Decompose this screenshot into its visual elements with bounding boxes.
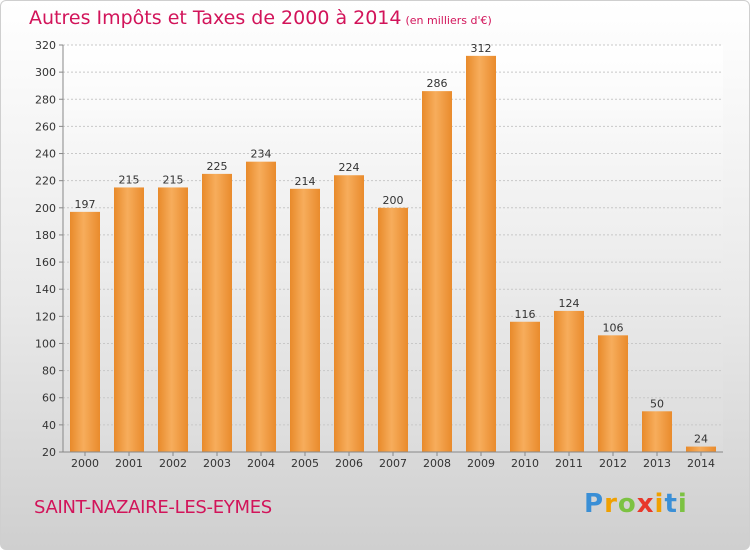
y-tick-label: 120 — [35, 310, 56, 323]
data-label-2013: 50 — [650, 397, 664, 410]
data-label-2005: 214 — [295, 175, 316, 188]
y-tick-label: 60 — [42, 392, 56, 405]
data-labels: 197 215 215 225 234 214 224 200 286 312 116 124 106 5… — [75, 42, 709, 446]
logo-letter: P — [584, 489, 605, 519]
x-tick-label: 2005 — [291, 457, 319, 470]
chart-title-unit: (en milliers d'€) — [405, 14, 492, 27]
data-label-2010: 116 — [515, 308, 536, 321]
location-name: SAINT-NAZAIRE-LES-EYMES — [34, 497, 272, 518]
data-label-2004: 234 — [251, 148, 272, 161]
y-tick-label: 300 — [35, 66, 56, 79]
y-axis-ticks: 20 40 60 80 100 120 140 160 180 200 220 240 260 280 30… — [35, 39, 63, 459]
bar-2010 — [510, 321, 540, 452]
x-tick-label: 2007 — [379, 457, 407, 470]
x-tick-label: 2000 — [71, 457, 99, 470]
bar-2000 — [70, 211, 100, 452]
y-tick-label: 240 — [35, 148, 56, 161]
y-tick-label: 160 — [35, 256, 56, 269]
y-tick-label: 200 — [35, 202, 56, 215]
x-tick-label: 2002 — [159, 457, 187, 470]
x-axis-ticks: 2000 2001 2002 2003 2004 2005 2006 2007 2008 2009… — [71, 452, 715, 470]
data-label-2008: 286 — [427, 77, 448, 90]
x-tick-label: 2008 — [423, 457, 451, 470]
x-tick-label: 2014 — [687, 457, 715, 470]
bar-2005 — [290, 188, 320, 452]
chart-title-text: Autres Impôts et Taxes de 2000 à 2014 — [29, 7, 402, 29]
y-tick-label: 180 — [35, 229, 56, 242]
data-label-2006: 224 — [339, 161, 360, 174]
y-tick-label: 260 — [35, 120, 56, 133]
x-tick-label: 2003 — [203, 457, 231, 470]
bar-2001 — [114, 187, 144, 452]
logo-letter: t — [664, 489, 678, 519]
bar-2004 — [246, 161, 276, 452]
data-label-2012: 106 — [603, 321, 624, 334]
bar-2012 — [598, 335, 628, 452]
logo-letter: i — [654, 489, 665, 519]
y-tick-label: 220 — [35, 175, 56, 188]
data-label-2009: 312 — [471, 42, 492, 55]
data-label-2011: 124 — [559, 297, 580, 310]
bar-2006 — [334, 175, 364, 453]
data-label-2003: 225 — [207, 160, 228, 173]
y-tick-label: 100 — [35, 337, 56, 350]
x-tick-label: 2004 — [247, 457, 275, 470]
chart-title: Autres Impôts et Taxes de 2000 à 2014 (en… — [29, 7, 492, 29]
data-label-2002: 215 — [163, 173, 184, 186]
logo-letter: x — [636, 489, 655, 519]
bar-2014 — [686, 446, 716, 452]
y-tick-label: 280 — [35, 93, 56, 106]
y-tick-label: 320 — [35, 39, 56, 52]
bar-2011 — [554, 310, 584, 452]
y-tick-label: 20 — [42, 446, 56, 459]
y-tick-label: 80 — [42, 365, 56, 378]
data-label-2014: 24 — [694, 433, 708, 446]
bar-2013 — [642, 411, 672, 452]
x-tick-label: 2012 — [599, 457, 627, 470]
data-label-2001: 215 — [119, 173, 140, 186]
bar-2007 — [378, 207, 408, 452]
x-tick-label: 2006 — [335, 457, 363, 470]
bar-2008 — [422, 91, 452, 453]
logo-letter: i — [677, 489, 688, 519]
x-tick-label: 2009 — [467, 457, 495, 470]
y-tick-label: 140 — [35, 283, 56, 296]
x-tick-label: 2011 — [555, 457, 583, 470]
proxiti-logo: Proxiti — [584, 489, 688, 519]
bars — [70, 55, 716, 453]
data-label-2000: 197 — [75, 198, 96, 211]
bar-2009 — [466, 55, 496, 452]
y-tick-label: 40 — [42, 419, 56, 432]
data-label-2007: 200 — [383, 194, 404, 207]
x-tick-label: 2001 — [115, 457, 143, 470]
logo-letter: r — [604, 489, 618, 519]
bar-2002 — [158, 187, 188, 452]
x-tick-label: 2010 — [511, 457, 539, 470]
x-tick-label: 2013 — [643, 457, 671, 470]
logo-letter: o — [617, 489, 637, 519]
bar-2003 — [202, 173, 232, 452]
